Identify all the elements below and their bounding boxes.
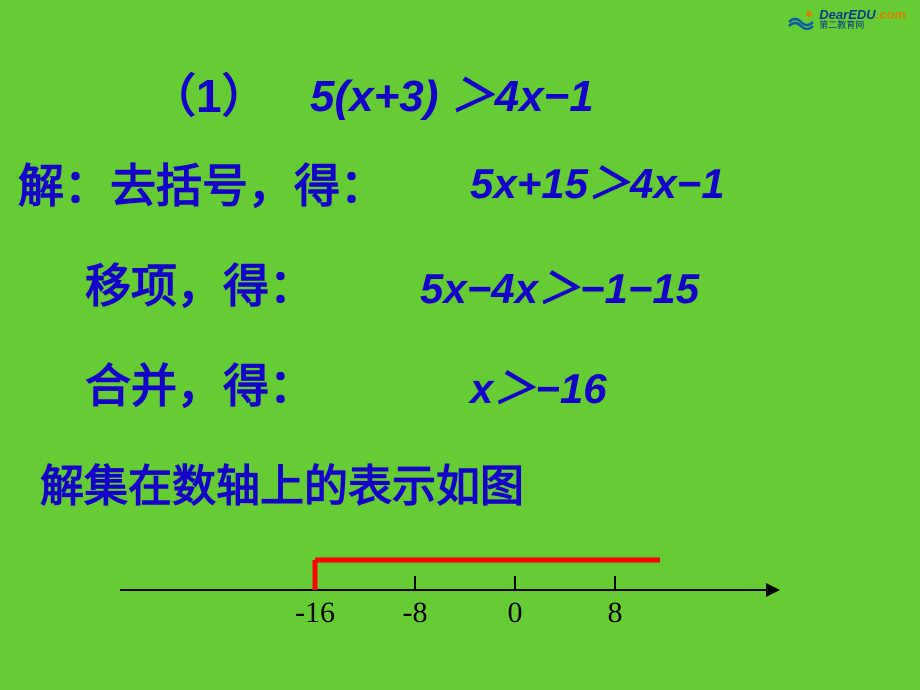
problem-number: （1）: [150, 60, 268, 126]
problem-equation: 5(x+3) ＞4x−1: [310, 60, 594, 124]
step2-equation: 5x−4x＞−1−15: [420, 255, 699, 316]
svg-text:8: 8: [608, 596, 623, 629]
step1-label: 解：去括号，得：: [18, 150, 386, 216]
svg-text:0: 0: [508, 596, 523, 629]
svg-text:-16: -16: [295, 596, 335, 629]
step2-label: 移项，得：: [85, 250, 315, 316]
step1-equation: 5x+15＞4x−1: [470, 150, 725, 211]
logo-subtitle: 第二教育网: [819, 21, 906, 30]
number-line: -16 -8 0 8: [120, 535, 800, 655]
conclusion-text: 解集在数轴上的表示如图: [40, 450, 524, 514]
svg-text:-8: -8: [403, 596, 428, 629]
step3-equation: x＞−16: [470, 355, 607, 416]
logo: DearEDU.com 第二教育网: [787, 8, 906, 30]
step3-label: 合并，得：: [85, 350, 315, 416]
wave-icon: [787, 8, 815, 30]
